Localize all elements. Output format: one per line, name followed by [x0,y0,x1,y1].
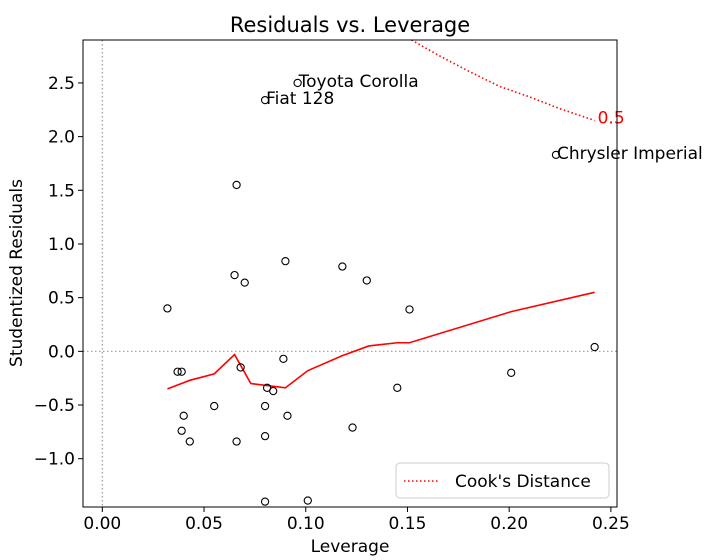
loess-fit-line [167,291,595,390]
y-tick-label: 2.0 [48,128,75,148]
scatter-point [210,401,219,411]
point-annotation: Toyota Corolla [298,72,419,92]
y-tick-label: 0.0 [48,342,75,362]
y-tick-label: 1.5 [48,181,75,201]
x-tick-label: 0.10 [287,514,325,534]
plot-frame [82,39,618,508]
scatter-point [293,78,302,88]
scatter-point [507,368,516,377]
scatter-point [177,367,186,376]
x-tick-label: 0.25 [592,514,630,534]
scatter-point [230,270,239,280]
scatter-point [281,257,290,266]
data-points [163,78,599,506]
scatter-point [179,411,188,420]
legend-cooks-label: Cook's Distance [455,472,591,492]
loess-series-line [167,291,595,390]
scatter-point [393,383,402,392]
scatter-point [232,180,241,190]
y-axis-label: Studentized Residuals [7,179,27,367]
y-tick-label: −0.5 [34,396,75,416]
scatter-point [260,497,270,506]
point-annotation: Chrysler Imperial [557,144,703,164]
legend-box [395,462,610,499]
point-annotation: Fiat 128 [266,89,334,109]
y-tick-label: −1.0 [34,450,75,470]
scatter-point [348,423,357,432]
cooks-distance-line [411,40,595,122]
scatter-point [232,437,241,446]
scatter-point [283,411,292,420]
scatter-point [260,95,270,105]
scatter-point [185,437,194,446]
scatter-point [240,278,249,287]
chart-title: Residuals vs. Leverage [230,13,470,37]
y-tick-label: 1.0 [48,235,75,255]
y-tick-label: 2.5 [48,74,75,94]
legend: Cook's Distance [395,462,610,499]
scatter-point [177,426,186,435]
scatter-point [269,386,278,396]
x-axis-ticks: 0.00 0.05 0.10 0.15 0.20 0.25 [83,507,630,534]
cooks-distance-curve [411,40,595,122]
scatter-point [260,431,270,441]
reference-lines [83,40,617,507]
x-tick-label: 0.20 [490,514,528,534]
x-tick-label: 0.00 [83,514,121,534]
scatter-point [338,262,347,271]
scatter-point [405,305,414,314]
scatter-point [303,496,312,505]
scatter-point [551,150,561,160]
x-tick-label: 0.15 [389,514,427,534]
scatter-point [279,354,288,363]
scatter-point [362,276,371,285]
scatter-point [163,304,172,313]
scatter-point [260,401,270,411]
cooks-distance-level-label: 0.5 [598,109,625,129]
scatter-point [590,342,599,352]
scatter-point [173,367,182,376]
x-axis-label: Leverage [311,537,390,557]
scatter-point [236,363,245,372]
y-tick-label: 0.5 [48,289,75,309]
y-axis-ticks: −1.0 −0.5 0.0 0.5 1.0 1.5 2.0 2.5 [34,74,83,470]
x-tick-label: 0.05 [185,514,223,534]
